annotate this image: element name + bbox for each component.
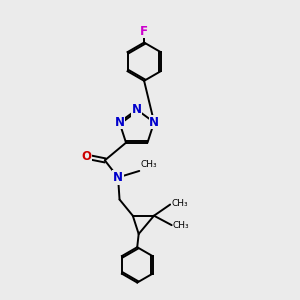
Text: F: F [140, 25, 148, 38]
Text: N: N [149, 116, 159, 129]
Text: CH₃: CH₃ [173, 221, 190, 230]
Text: O: O [82, 150, 92, 163]
Text: CH₃: CH₃ [141, 160, 158, 169]
Text: N: N [113, 171, 123, 184]
Text: CH₃: CH₃ [171, 200, 188, 208]
Text: N: N [132, 103, 142, 116]
Text: N: N [114, 116, 124, 129]
